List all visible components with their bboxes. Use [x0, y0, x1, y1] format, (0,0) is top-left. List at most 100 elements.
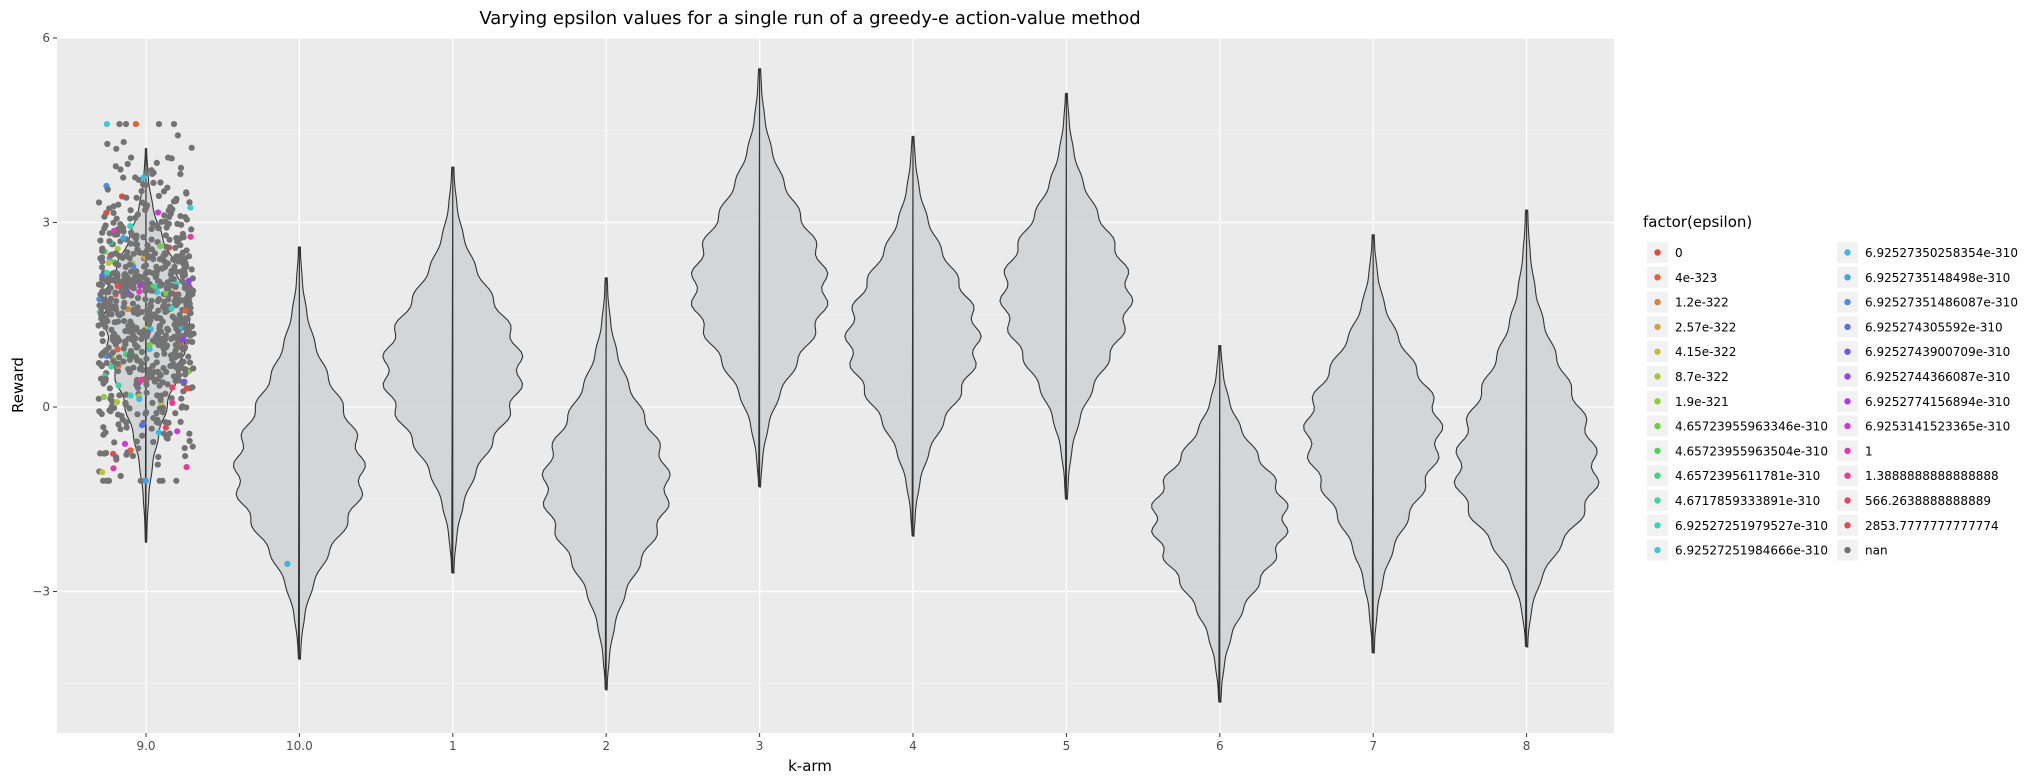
- data-point: [127, 447, 134, 454]
- data-point: [179, 272, 186, 279]
- data-point: [104, 318, 111, 325]
- legend-label: 0: [1675, 246, 1683, 260]
- data-point: [112, 260, 120, 267]
- data-point: [133, 438, 140, 445]
- data-point: [183, 404, 190, 411]
- data-point: [134, 310, 141, 317]
- data-point: [98, 264, 106, 271]
- legend-swatch: [1654, 522, 1661, 529]
- data-point: [139, 199, 146, 206]
- data-point: [186, 298, 193, 305]
- data-point: [171, 354, 178, 361]
- data-point: [174, 428, 181, 435]
- data-point: [149, 399, 156, 406]
- data-point: [143, 355, 150, 362]
- data-point: [170, 121, 178, 128]
- data-point: [161, 298, 168, 305]
- data-point: [113, 456, 120, 463]
- legend-label: 4e-323: [1675, 271, 1717, 285]
- data-point: [146, 366, 153, 373]
- data-point: [142, 181, 149, 188]
- data-point: [128, 154, 135, 161]
- data-point: [189, 338, 196, 345]
- data-point: [154, 461, 161, 468]
- legend-swatch: [1844, 497, 1851, 504]
- data-point: [140, 174, 147, 181]
- data-point: [168, 276, 175, 283]
- legend-swatch: [1844, 348, 1851, 355]
- data-point: [137, 365, 144, 372]
- data-point: [114, 231, 121, 238]
- data-point: [168, 395, 175, 402]
- data-point: [154, 392, 161, 399]
- data-point: [127, 277, 134, 284]
- data-point: [101, 213, 108, 220]
- data-point: [165, 154, 172, 161]
- data-point: [159, 404, 166, 412]
- data-point: [161, 212, 168, 219]
- data-point: [113, 298, 120, 305]
- legend-label: 6.9252744366087e-310: [1865, 370, 2010, 384]
- data-point: [112, 163, 119, 170]
- legend-label: 6.9253141523365e-310: [1865, 420, 2010, 434]
- data-point: [164, 325, 171, 332]
- data-point: [154, 298, 161, 305]
- data-point: [284, 560, 291, 567]
- data-point: [138, 188, 145, 195]
- data-point: [157, 282, 164, 289]
- data-point: [120, 224, 127, 231]
- data-point: [150, 256, 157, 263]
- x-tick-label: 6: [1216, 739, 1224, 753]
- data-point: [105, 259, 112, 266]
- data-point: [189, 443, 196, 450]
- data-point: [187, 233, 194, 240]
- data-point: [171, 333, 178, 340]
- data-point: [157, 315, 164, 322]
- data-point: [110, 209, 117, 216]
- data-point: [181, 344, 189, 351]
- violin-4: [844, 135, 982, 537]
- data-point: [132, 121, 139, 128]
- legend-swatch: [1844, 249, 1851, 256]
- data-point: [132, 268, 139, 275]
- data-point: [129, 300, 137, 307]
- legend-label: 6.92527251979527e-310: [1675, 519, 1828, 533]
- data-point: [124, 160, 131, 168]
- data-point: [152, 334, 159, 341]
- data-point: [114, 346, 121, 353]
- data-point: [102, 323, 109, 331]
- data-point: [126, 261, 133, 268]
- data-point: [122, 121, 130, 128]
- data-point: [115, 382, 122, 389]
- legend-label: 2853.7777777777774: [1865, 519, 1999, 533]
- x-tick-label: 1: [449, 739, 457, 753]
- data-point: [169, 313, 176, 320]
- data-point: [156, 256, 164, 263]
- data-point: [111, 404, 118, 411]
- data-point: [134, 384, 141, 391]
- data-point: [102, 378, 109, 385]
- legend-swatch: [1654, 323, 1661, 331]
- data-point: [177, 235, 184, 242]
- data-point: [119, 416, 126, 423]
- data-point: [150, 438, 157, 446]
- legend-label: 4.6717859333891e-310: [1675, 494, 1820, 508]
- legend-label: 566.2638888888889: [1865, 494, 1991, 508]
- violin-7: [1303, 234, 1444, 654]
- data-point: [98, 310, 105, 317]
- data-point: [163, 243, 170, 250]
- data-point: [177, 242, 184, 249]
- data-point: [155, 429, 162, 436]
- data-point: [177, 164, 185, 171]
- data-point: [159, 409, 167, 416]
- data-point: [124, 249, 131, 256]
- data-point: [151, 311, 158, 318]
- data-point: [97, 450, 104, 457]
- data-point: [149, 374, 156, 381]
- data-point: [133, 324, 140, 331]
- data-point: [155, 307, 162, 314]
- data-point: [114, 282, 121, 290]
- legend-swatch: [1844, 472, 1851, 479]
- data-point: [168, 305, 175, 312]
